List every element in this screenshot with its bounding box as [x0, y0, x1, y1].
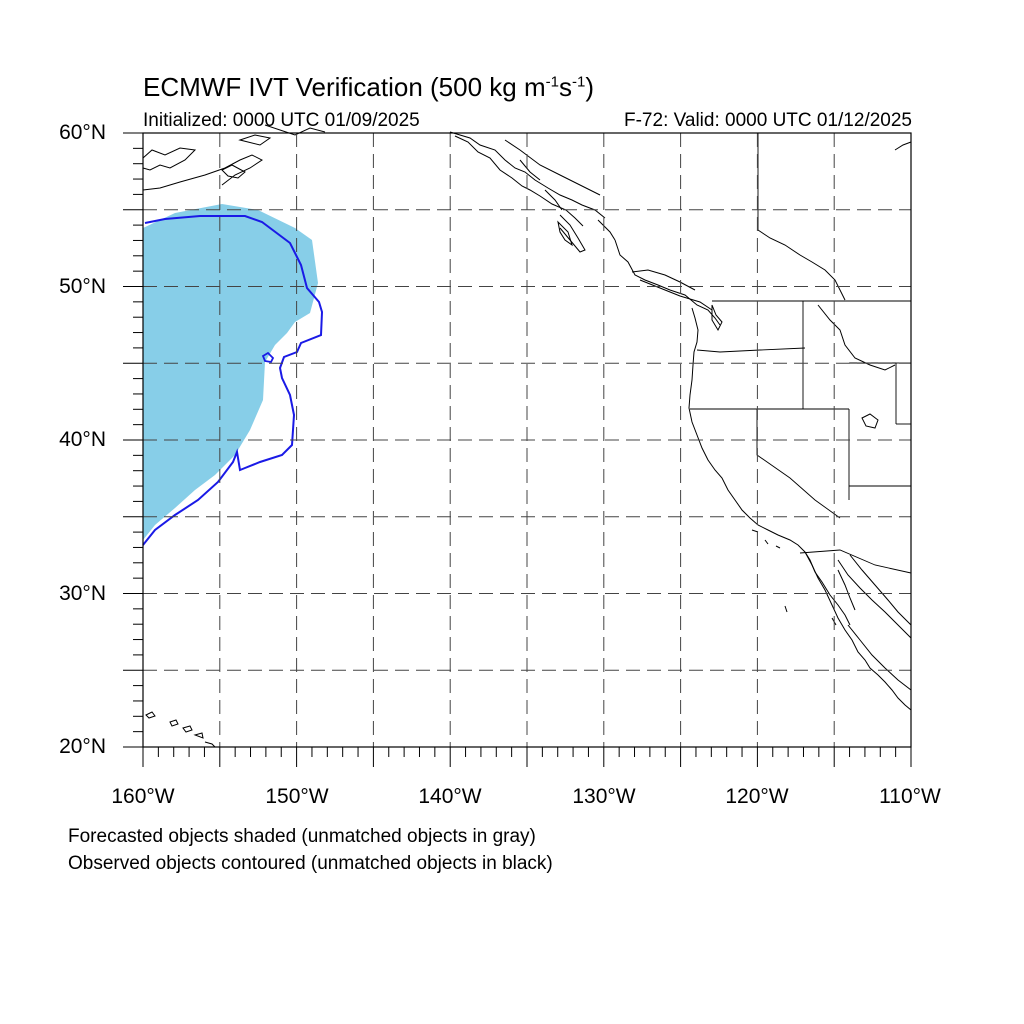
lon-label-130w: 130°W [572, 785, 636, 808]
lat-label-40: 40°N [59, 428, 106, 451]
observed-object-island [261, 351, 275, 363]
political-boundaries [690, 133, 912, 574]
forecast-object [143, 204, 318, 540]
lat-label-30: 30°N [59, 582, 106, 605]
lon-label-110w: 110°W [879, 785, 941, 808]
graticule [143, 133, 911, 747]
legend-forecast: Forecasted objects shaded (unmatched obj… [68, 826, 536, 847]
map-title: ECMWF IVT Verification (500 kg m-1s-1) [143, 72, 594, 102]
valid-time-label: F-72: Valid: 0000 UTC 01/12/2025 [624, 110, 912, 131]
initialized-label: Initialized: 0000 UTC 01/09/2025 [143, 110, 420, 131]
lon-label-140w: 140°W [418, 785, 482, 808]
lon-label-160w: 160°W [111, 785, 175, 808]
lon-label-150w: 150°W [265, 785, 329, 808]
observed-object [142, 215, 324, 546]
lat-label-50: 50°N [59, 275, 106, 298]
lat-label-60: 60°N [59, 121, 106, 144]
legend-observed: Observed objects contoured (unmatched ob… [68, 853, 553, 874]
lon-label-120w: 120°W [725, 785, 789, 808]
lat-label-20: 20°N [59, 735, 106, 758]
axis-ticks [123, 132, 912, 767]
